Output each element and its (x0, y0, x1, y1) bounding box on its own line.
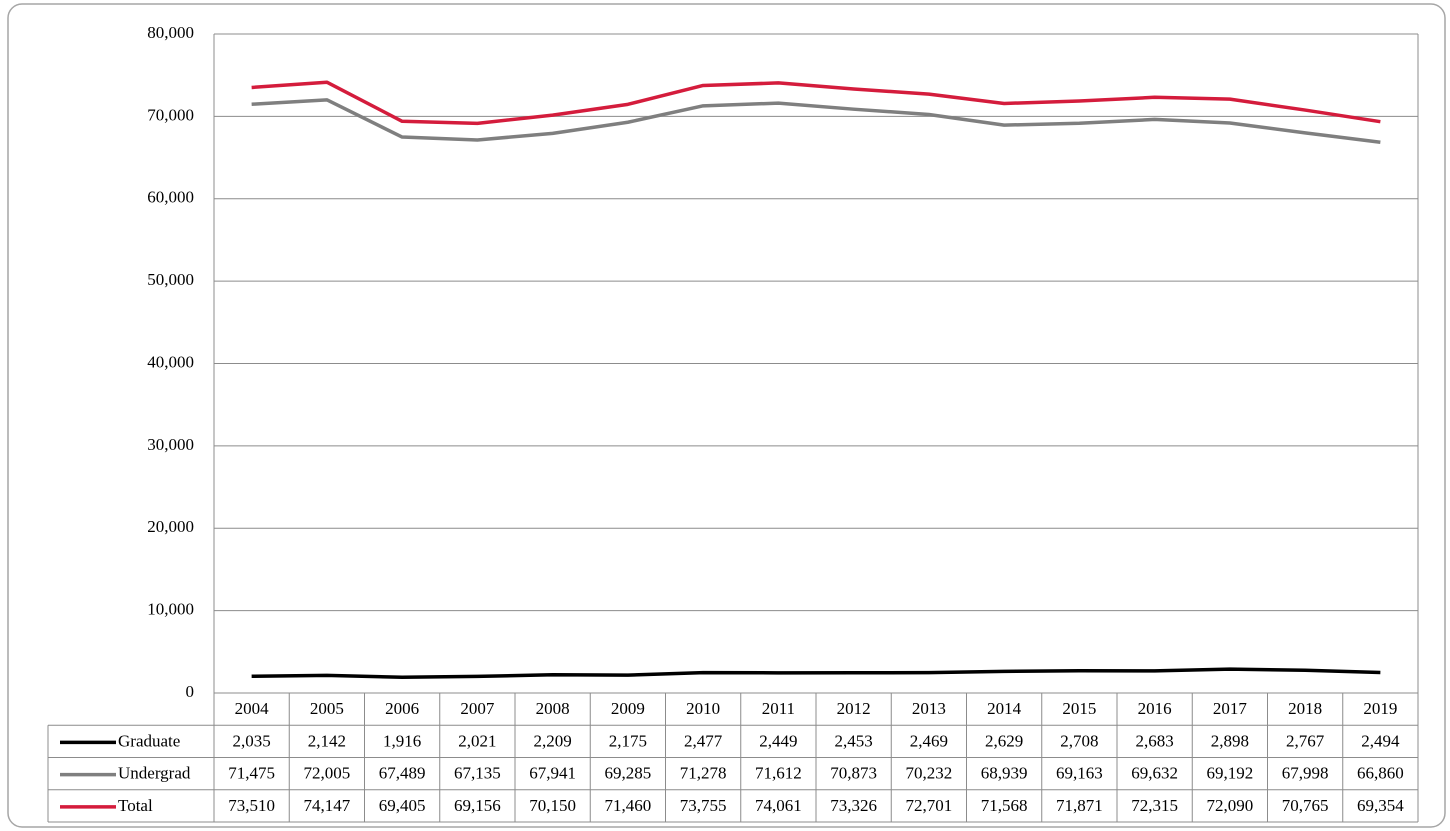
series-line (251, 667, 1381, 679)
table-value: 2,175 (609, 731, 647, 750)
x-tick-label: 2019 (1363, 699, 1397, 718)
table-value: 74,147 (304, 796, 351, 815)
table-value: 2,898 (1211, 731, 1249, 750)
x-tick-label: 2017 (1213, 699, 1248, 718)
table-value: 72,090 (1207, 796, 1254, 815)
y-tick-label: 40,000 (147, 352, 194, 371)
table-value: 73,510 (228, 796, 275, 815)
x-tick-label: 2007 (460, 699, 495, 718)
table-value: 2,021 (458, 731, 496, 750)
table-value: 67,135 (454, 764, 501, 783)
table-value: 72,315 (1131, 796, 1178, 815)
table-value: 69,632 (1131, 764, 1178, 783)
x-tick-label: 2009 (611, 699, 645, 718)
table-value: 72,005 (304, 764, 351, 783)
table-value: 69,156 (454, 796, 501, 815)
table-value: 2,142 (308, 731, 346, 750)
table-value: 71,612 (755, 764, 802, 783)
y-tick-label: 30,000 (147, 435, 194, 454)
table-value: 69,285 (605, 764, 652, 783)
legend-label: Undergrad (118, 764, 191, 783)
table-value: 2,477 (684, 731, 723, 750)
table-value: 71,568 (981, 796, 1028, 815)
y-tick-label: 10,000 (147, 600, 194, 619)
table-value: 67,998 (1282, 764, 1329, 783)
table-value: 71,871 (1056, 796, 1103, 815)
y-tick-label: 80,000 (147, 23, 194, 42)
table-value: 71,475 (228, 764, 275, 783)
table-value: 2,494 (1361, 731, 1400, 750)
table-value: 70,150 (529, 796, 576, 815)
table-value: 72,701 (906, 796, 953, 815)
x-tick-label: 2005 (310, 699, 344, 718)
x-tick-label: 2013 (912, 699, 946, 718)
x-tick-label: 2014 (987, 699, 1022, 718)
x-tick-label: 2006 (385, 699, 419, 718)
x-tick-label: 2004 (235, 699, 270, 718)
table-value: 2,449 (759, 731, 797, 750)
table-value: 70,232 (906, 764, 953, 783)
legend-label: Graduate (118, 731, 180, 750)
table-value: 70,873 (830, 764, 877, 783)
table-value: 67,941 (529, 764, 576, 783)
table-value: 74,061 (755, 796, 802, 815)
table-value: 2,683 (1136, 731, 1174, 750)
y-tick-label: 20,000 (147, 517, 194, 536)
table-value: 73,755 (680, 796, 727, 815)
table-value: 2,708 (1060, 731, 1098, 750)
table-value: 2,209 (534, 731, 572, 750)
series-line (251, 80, 1381, 126)
y-tick-label: 50,000 (147, 270, 194, 289)
y-tick-label: 60,000 (147, 188, 194, 207)
table-value: 2,453 (835, 731, 873, 750)
table-value: 69,354 (1357, 796, 1404, 815)
table-value: 67,489 (379, 764, 426, 783)
table-value: 68,939 (981, 764, 1028, 783)
table-value: 2,469 (910, 731, 948, 750)
x-tick-label: 2008 (536, 699, 570, 718)
table-value: 2,035 (233, 731, 271, 750)
series-line (251, 98, 1381, 144)
chart-frame (7, 3, 1446, 828)
x-tick-label: 2012 (837, 699, 871, 718)
table-value: 69,163 (1056, 764, 1103, 783)
table-value: 69,405 (379, 796, 426, 815)
table-value: 2,629 (985, 731, 1023, 750)
x-tick-label: 2018 (1288, 699, 1322, 718)
table-value: 73,326 (830, 796, 877, 815)
table-value: 69,192 (1207, 764, 1254, 783)
y-tick-label: 0 (186, 682, 195, 701)
table-value: 2,767 (1286, 731, 1325, 750)
x-tick-label: 2015 (1062, 699, 1096, 718)
table-value: 1,916 (383, 731, 421, 750)
y-tick-label: 70,000 (147, 105, 194, 124)
x-tick-label: 2010 (686, 699, 720, 718)
legend-label: Total (118, 796, 153, 815)
table-value: 70,765 (1282, 796, 1329, 815)
table-value: 71,278 (680, 764, 727, 783)
x-tick-label: 2016 (1138, 699, 1172, 718)
table-value: 66,860 (1357, 764, 1404, 783)
table-value: 71,460 (605, 796, 652, 815)
x-tick-label: 2011 (762, 699, 795, 718)
